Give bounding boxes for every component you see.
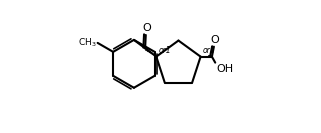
Text: OH: OH	[217, 64, 234, 74]
Text: or1: or1	[203, 46, 215, 55]
Text: O: O	[142, 23, 151, 33]
Text: O: O	[210, 35, 219, 45]
Text: CH$_3$: CH$_3$	[78, 37, 97, 49]
Text: or1: or1	[159, 46, 171, 55]
